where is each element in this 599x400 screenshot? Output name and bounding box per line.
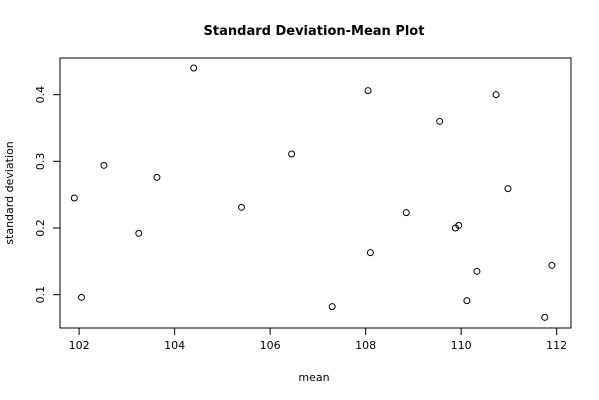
data-point [100,161,108,169]
data-point [436,117,444,125]
x-axis: 102 104 106 108 110 112 [69,328,567,352]
data-point [473,267,481,275]
data-point [77,293,85,301]
plot-frame [59,57,572,329]
data-point [237,203,245,211]
y-axis-label: standard deviation [3,141,16,244]
chart-title: Standard Deviation-Mean Plot [204,24,425,39]
x-tick-label: 104 [164,339,185,352]
data-point [288,150,296,158]
data-point [70,194,78,202]
x-tick-label: 112 [546,339,567,352]
y-tick-label: 0.4 [34,86,47,104]
y-tick-label: 0.2 [34,219,47,237]
data-points [70,64,556,321]
data-point [135,229,143,237]
data-point [402,209,410,217]
data-point [366,249,374,257]
x-tick-label: 102 [69,339,90,352]
data-point [364,87,372,95]
data-point [455,221,463,229]
x-tick-label: 110 [451,339,472,352]
data-point [328,303,336,311]
x-axis-label: mean [298,371,329,384]
data-point [153,173,161,181]
y-tick-label: 0.3 [34,153,47,171]
data-point [548,261,556,269]
y-axis: 0.1 0.2 0.3 0.4 [34,86,60,304]
y-tick-label: 0.1 [34,286,47,304]
data-point [463,297,471,305]
data-point [492,91,500,99]
x-tick-label: 108 [355,339,376,352]
x-tick-label: 106 [260,339,281,352]
data-point [504,185,512,193]
data-point [190,64,198,72]
data-point [541,313,549,321]
